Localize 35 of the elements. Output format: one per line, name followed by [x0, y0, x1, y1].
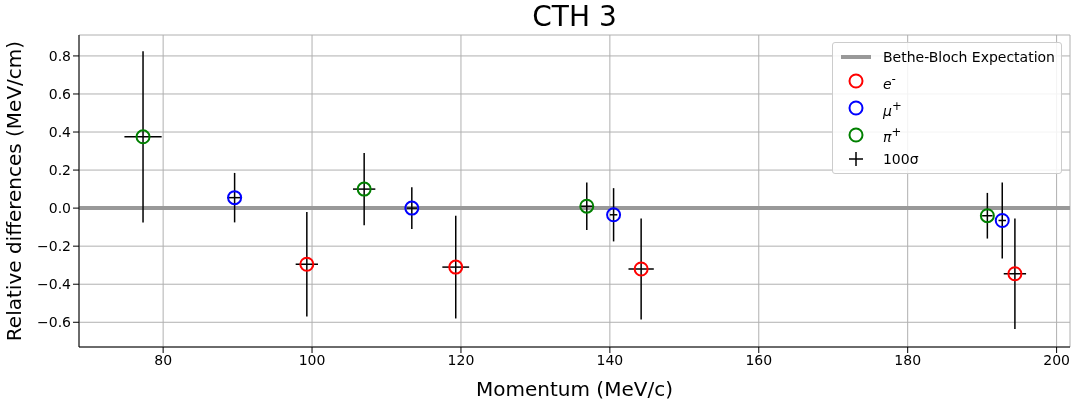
- x-tick-label: 80: [154, 351, 173, 368]
- legend-label: π$^{+}$: [882, 124, 902, 147]
- point: [606, 207, 622, 223]
- point: [579, 198, 595, 214]
- point: [979, 208, 995, 224]
- point: [404, 200, 420, 216]
- x-tick-label: 100: [298, 351, 326, 368]
- point: [356, 181, 372, 197]
- y-tick-label: 0.4: [48, 123, 72, 140]
- y-tick-label: 0.8: [48, 47, 71, 64]
- x-tick-label: 120: [447, 351, 475, 368]
- legend-label: μ$^{+}$: [882, 97, 902, 121]
- x-tick-label: 200: [1043, 351, 1070, 368]
- y-tick-label: −0.4: [37, 276, 72, 293]
- x-tick-label: 160: [745, 351, 773, 368]
- y-axis-title: Relative differences (MeV/cm): [2, 40, 27, 342]
- point: [299, 256, 315, 272]
- chart-title: CTH 3: [531, 0, 618, 34]
- point: [1007, 266, 1023, 282]
- x-axis-title: Momentum (MeV/c): [476, 377, 673, 400]
- point: [994, 212, 1010, 228]
- y-tick-label: 0.2: [48, 162, 71, 179]
- y-tick-label: 0.6: [48, 85, 72, 102]
- legend-label: e$^{-}$: [882, 71, 896, 94]
- point: [448, 259, 464, 275]
- point: [135, 129, 151, 145]
- x-tick-label: 180: [894, 351, 922, 368]
- annotation: 100σ: [882, 149, 919, 169]
- legend-label: Bethe-Bloch Expectation: [882, 48, 1055, 67]
- point: [227, 190, 243, 206]
- y-tick-label: −0.2: [37, 238, 71, 255]
- point: [633, 261, 649, 277]
- y-tick-label: −0.6: [37, 314, 72, 331]
- y-tick-label: 0.0: [48, 200, 71, 217]
- x-tick-label: 140: [596, 351, 624, 368]
